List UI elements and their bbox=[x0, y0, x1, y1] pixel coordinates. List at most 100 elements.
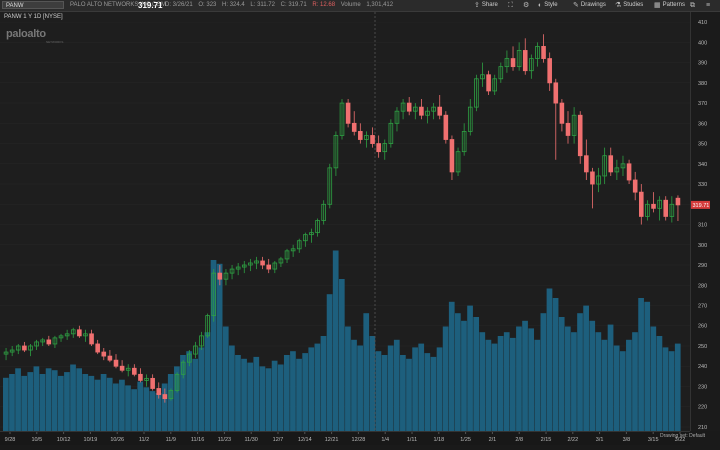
candle-body bbox=[577, 114, 583, 157]
candle-body bbox=[303, 234, 308, 242]
volume-bar bbox=[393, 339, 400, 431]
candle-body bbox=[64, 333, 70, 337]
volume-bar bbox=[607, 324, 614, 431]
volume-bar bbox=[3, 377, 9, 431]
volume-bar bbox=[64, 372, 70, 431]
open-value: O: 323 bbox=[198, 2, 217, 8]
candle-body bbox=[284, 250, 290, 260]
volume-bar bbox=[375, 351, 382, 431]
volume-bar bbox=[632, 332, 638, 431]
share-button[interactable]: ⇪ Share bbox=[474, 2, 498, 9]
price-tick-label: 260 bbox=[698, 324, 707, 330]
candle-body bbox=[3, 351, 9, 355]
candle-body bbox=[645, 203, 650, 217]
volume-bar bbox=[15, 368, 21, 431]
candle-body bbox=[461, 131, 467, 153]
candle-body bbox=[651, 203, 656, 209]
volume-bar bbox=[369, 336, 376, 431]
detach-button[interactable]: ⧉ bbox=[690, 0, 695, 11]
symbol-input[interactable]: PANW bbox=[2, 1, 64, 9]
volume-bar bbox=[583, 305, 589, 431]
candle-body bbox=[89, 333, 94, 345]
volume-bar bbox=[455, 313, 461, 431]
candle-body bbox=[449, 139, 455, 173]
candle-body bbox=[174, 373, 180, 391]
candle-body bbox=[260, 260, 265, 266]
candle-body bbox=[541, 46, 546, 59]
drawing-set-label: Drawing set: Default bbox=[660, 433, 706, 439]
candle-body bbox=[492, 78, 497, 92]
toolbar: PANW PALO ALTO NETWORKS INC.COM 319.71 D… bbox=[0, 0, 720, 12]
last-price: 319.71 bbox=[138, 1, 163, 10]
volume-bar bbox=[644, 301, 651, 431]
volume-bar bbox=[204, 332, 211, 431]
candle-body bbox=[22, 345, 27, 351]
volume-bar bbox=[516, 326, 522, 431]
volume-bar bbox=[192, 358, 199, 431]
candle-body bbox=[309, 232, 314, 236]
volume-bar bbox=[540, 313, 547, 431]
volume-bar bbox=[650, 326, 657, 431]
candle-body bbox=[400, 102, 406, 112]
price-tick-label: 410 bbox=[698, 20, 707, 26]
price-axis-svg: 2102202302402502602702802903003103203303… bbox=[691, 20, 710, 431]
patterns-button[interactable]: ▦ Patterns bbox=[654, 2, 685, 9]
volume-bar bbox=[241, 358, 247, 431]
price-tick-label: 250 bbox=[698, 344, 707, 350]
volume-bar bbox=[94, 379, 101, 431]
volume-bar bbox=[589, 320, 596, 431]
chart-area[interactable] bbox=[0, 12, 690, 431]
volume-bar bbox=[412, 347, 418, 431]
volume-bar bbox=[296, 358, 302, 431]
settings-button[interactable]: ⚙ bbox=[523, 0, 529, 11]
volume-bar bbox=[45, 368, 52, 431]
volume-bar bbox=[619, 351, 626, 431]
volume-bar bbox=[51, 370, 58, 431]
palette-icon: ◐ bbox=[538, 2, 543, 9]
drawings-button[interactable]: ✎ Drawings bbox=[573, 2, 606, 9]
time-axis[interactable]: 9/28 10/5 10/12 10/19 10/26 11/2 11/9 11/16 11/2… bbox=[0, 431, 690, 445]
menu-button[interactable]: ≡ bbox=[706, 0, 710, 11]
candle-body bbox=[223, 272, 229, 280]
candle-body bbox=[370, 135, 375, 144]
volume-bar bbox=[174, 366, 180, 431]
style-button[interactable]: ◐ Style bbox=[538, 2, 558, 9]
price-tick-label: 330 bbox=[698, 182, 707, 188]
volume-bar bbox=[57, 375, 64, 431]
time-tick-label: 3/1 bbox=[596, 437, 604, 443]
volume-bar bbox=[461, 320, 467, 431]
candle-body bbox=[419, 106, 424, 116]
volume-bar bbox=[39, 374, 46, 431]
volume-bar bbox=[106, 377, 113, 431]
volume-bar bbox=[161, 383, 168, 431]
candle-body bbox=[70, 329, 76, 335]
candle-body bbox=[266, 264, 271, 270]
time-tick-label: 9/28 bbox=[5, 437, 16, 443]
volume-bar bbox=[436, 347, 443, 431]
studies-button[interactable]: ⚗ Studies bbox=[615, 2, 644, 9]
time-tick-label: 3/8 bbox=[623, 437, 631, 443]
volume-bar bbox=[595, 332, 602, 431]
candle-body bbox=[144, 377, 149, 381]
time-tick-label: 12/14 bbox=[298, 437, 312, 443]
volume-bar bbox=[186, 351, 192, 431]
price-tick-label: 310 bbox=[698, 223, 707, 229]
price-tick-label: 360 bbox=[698, 121, 707, 127]
candle-body bbox=[321, 203, 326, 221]
volume-bar bbox=[70, 364, 76, 431]
candle-body bbox=[620, 163, 626, 169]
volume-bar bbox=[351, 339, 357, 431]
time-tick-label: 12/21 bbox=[325, 437, 339, 443]
candle-body bbox=[77, 329, 82, 337]
fullscreen-button[interactable]: ⛶ bbox=[508, 0, 513, 11]
time-tick-label: 11/2 bbox=[139, 437, 149, 443]
price-chart[interactable] bbox=[0, 12, 690, 431]
price-axis[interactable]: 2102202302402502602702802903003103203303… bbox=[690, 12, 720, 431]
high-value: H: 324.4 bbox=[222, 2, 245, 8]
volume-bar bbox=[430, 356, 437, 431]
time-tick-label: 10/19 bbox=[84, 437, 98, 443]
volume-bar bbox=[33, 366, 40, 431]
time-tick-label: 11/16 bbox=[191, 437, 204, 443]
volume-bar bbox=[668, 351, 675, 431]
volume-bar bbox=[662, 347, 669, 431]
